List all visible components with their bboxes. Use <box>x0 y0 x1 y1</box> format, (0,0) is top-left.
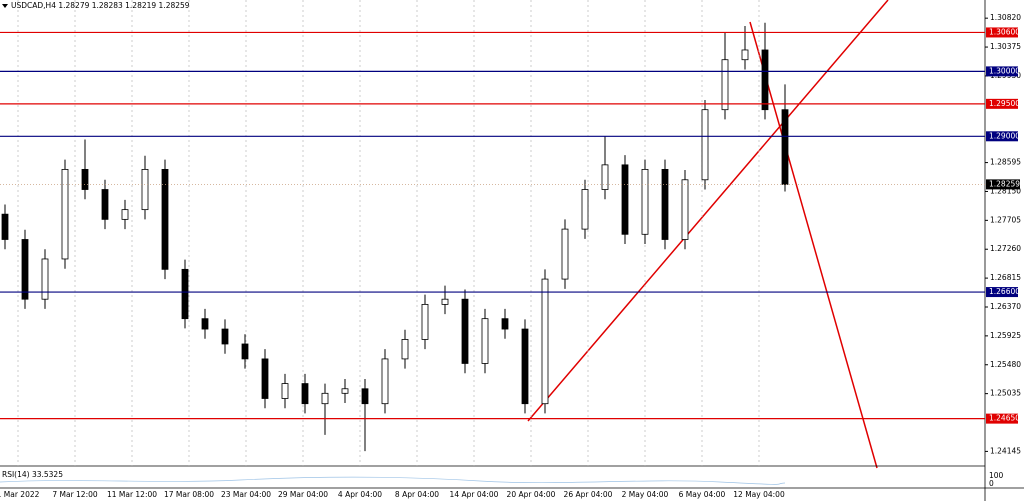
level-tag <box>986 287 1018 298</box>
x-tick-label: 14 Apr 04:00 <box>450 490 499 499</box>
candle-body <box>601 164 609 190</box>
x-tick-label: 23 Mar 04:00 <box>221 490 271 499</box>
x-tick-label: 17 Mar 08:00 <box>164 490 214 499</box>
candle-body <box>581 189 589 230</box>
level-tag <box>986 66 1018 77</box>
candle-body <box>561 228 569 280</box>
indicator-scale: 0 <box>989 479 994 488</box>
candle-body <box>201 318 209 330</box>
candle-body <box>481 318 489 364</box>
level-tag <box>986 131 1018 142</box>
y-tick-label: 1.28150 <box>990 186 1021 195</box>
x-tick-label: 6 May 04:00 <box>679 490 726 499</box>
candle-body <box>101 189 109 220</box>
x-tick-label: 11 Mar 12:00 <box>107 490 157 499</box>
x-tick-label: 1 Mar 2022 <box>0 490 40 499</box>
candle-body <box>281 383 289 399</box>
candle-body <box>681 179 689 240</box>
candle-body <box>501 318 509 330</box>
chart-title: USDCAD,H4 1.28279 1.28283 1.28219 1.2825… <box>11 1 190 10</box>
y-tick-label: 1.27260 <box>990 244 1021 253</box>
level-tag <box>986 27 1018 38</box>
candle-body <box>161 168 169 270</box>
candle-body <box>341 388 349 394</box>
level-label: 1.29000 <box>989 131 1020 140</box>
y-tick-label: 1.26815 <box>990 273 1021 282</box>
candle-body <box>701 109 709 181</box>
candle-body <box>41 258 49 300</box>
candle-body <box>61 168 69 260</box>
candle-body <box>361 388 369 405</box>
level-tag <box>986 98 1018 109</box>
level-label: 1.26600 <box>989 287 1020 296</box>
candle-body <box>761 49 769 111</box>
level-label: 1.24650 <box>989 414 1020 423</box>
candle-body <box>81 168 89 190</box>
candle-body <box>1 213 9 240</box>
y-tick-label: 1.25480 <box>990 360 1021 369</box>
candle-body <box>441 298 449 305</box>
candle-body <box>381 358 389 405</box>
x-tick-label: 20 Apr 04:00 <box>507 490 556 499</box>
candle-body <box>621 164 629 235</box>
y-tick-label: 1.24145 <box>990 446 1021 455</box>
x-tick-label: 4 Apr 04:00 <box>338 490 382 499</box>
x-tick-label: 2 May 04:00 <box>622 490 669 499</box>
x-tick-label: 26 Apr 04:00 <box>564 490 613 499</box>
candle-body <box>461 298 469 364</box>
current-price-label: 1.28259 <box>989 179 1020 188</box>
candle-body <box>321 392 329 405</box>
candle-body <box>541 278 549 405</box>
y-tick-label: 1.26370 <box>990 302 1021 311</box>
candle-body <box>661 168 669 240</box>
current-price-tag <box>986 179 1020 190</box>
symbol-menu[interactable] <box>2 4 8 8</box>
y-tick-label: 1.25925 <box>990 331 1021 340</box>
candle-body <box>721 59 729 111</box>
y-tick-label: 1.25035 <box>990 389 1021 398</box>
candle-body <box>261 358 269 399</box>
x-tick-label: 29 Mar 04:00 <box>278 490 328 499</box>
level-label: 1.30600 <box>989 27 1020 36</box>
level-tag <box>986 413 1018 424</box>
rsi-line <box>0 476 786 485</box>
candle-body <box>241 343 249 360</box>
x-tick-label: 7 Mar 12:00 <box>52 490 98 499</box>
y-tick-label: 1.27705 <box>990 215 1021 224</box>
indicator-scale: 100 <box>989 471 1004 480</box>
level-label: 1.30000 <box>989 66 1020 75</box>
x-tick-label: 8 Apr 04:00 <box>395 490 439 499</box>
candle-body <box>781 109 789 185</box>
y-tick-label: 1.30820 <box>990 13 1021 22</box>
y-tick-label: 1.30375 <box>990 42 1021 51</box>
candle-body <box>521 328 529 405</box>
candle-body <box>221 328 229 345</box>
x-tick-label: 12 May 04:00 <box>733 490 785 499</box>
indicator-label: RSI(14) 33.5325 <box>2 470 63 479</box>
candle-body <box>141 168 149 211</box>
candle-body <box>641 168 649 235</box>
level-label: 1.29500 <box>989 99 1020 108</box>
candle-body <box>741 49 749 61</box>
candle-body <box>21 239 29 300</box>
y-tick-label: 1.28595 <box>990 158 1021 167</box>
candle-body <box>121 209 129 220</box>
trend-line <box>749 21 878 469</box>
candle-body <box>421 303 429 340</box>
candle-body <box>301 383 309 405</box>
candle-body <box>401 339 409 360</box>
candle-body <box>181 268 189 320</box>
